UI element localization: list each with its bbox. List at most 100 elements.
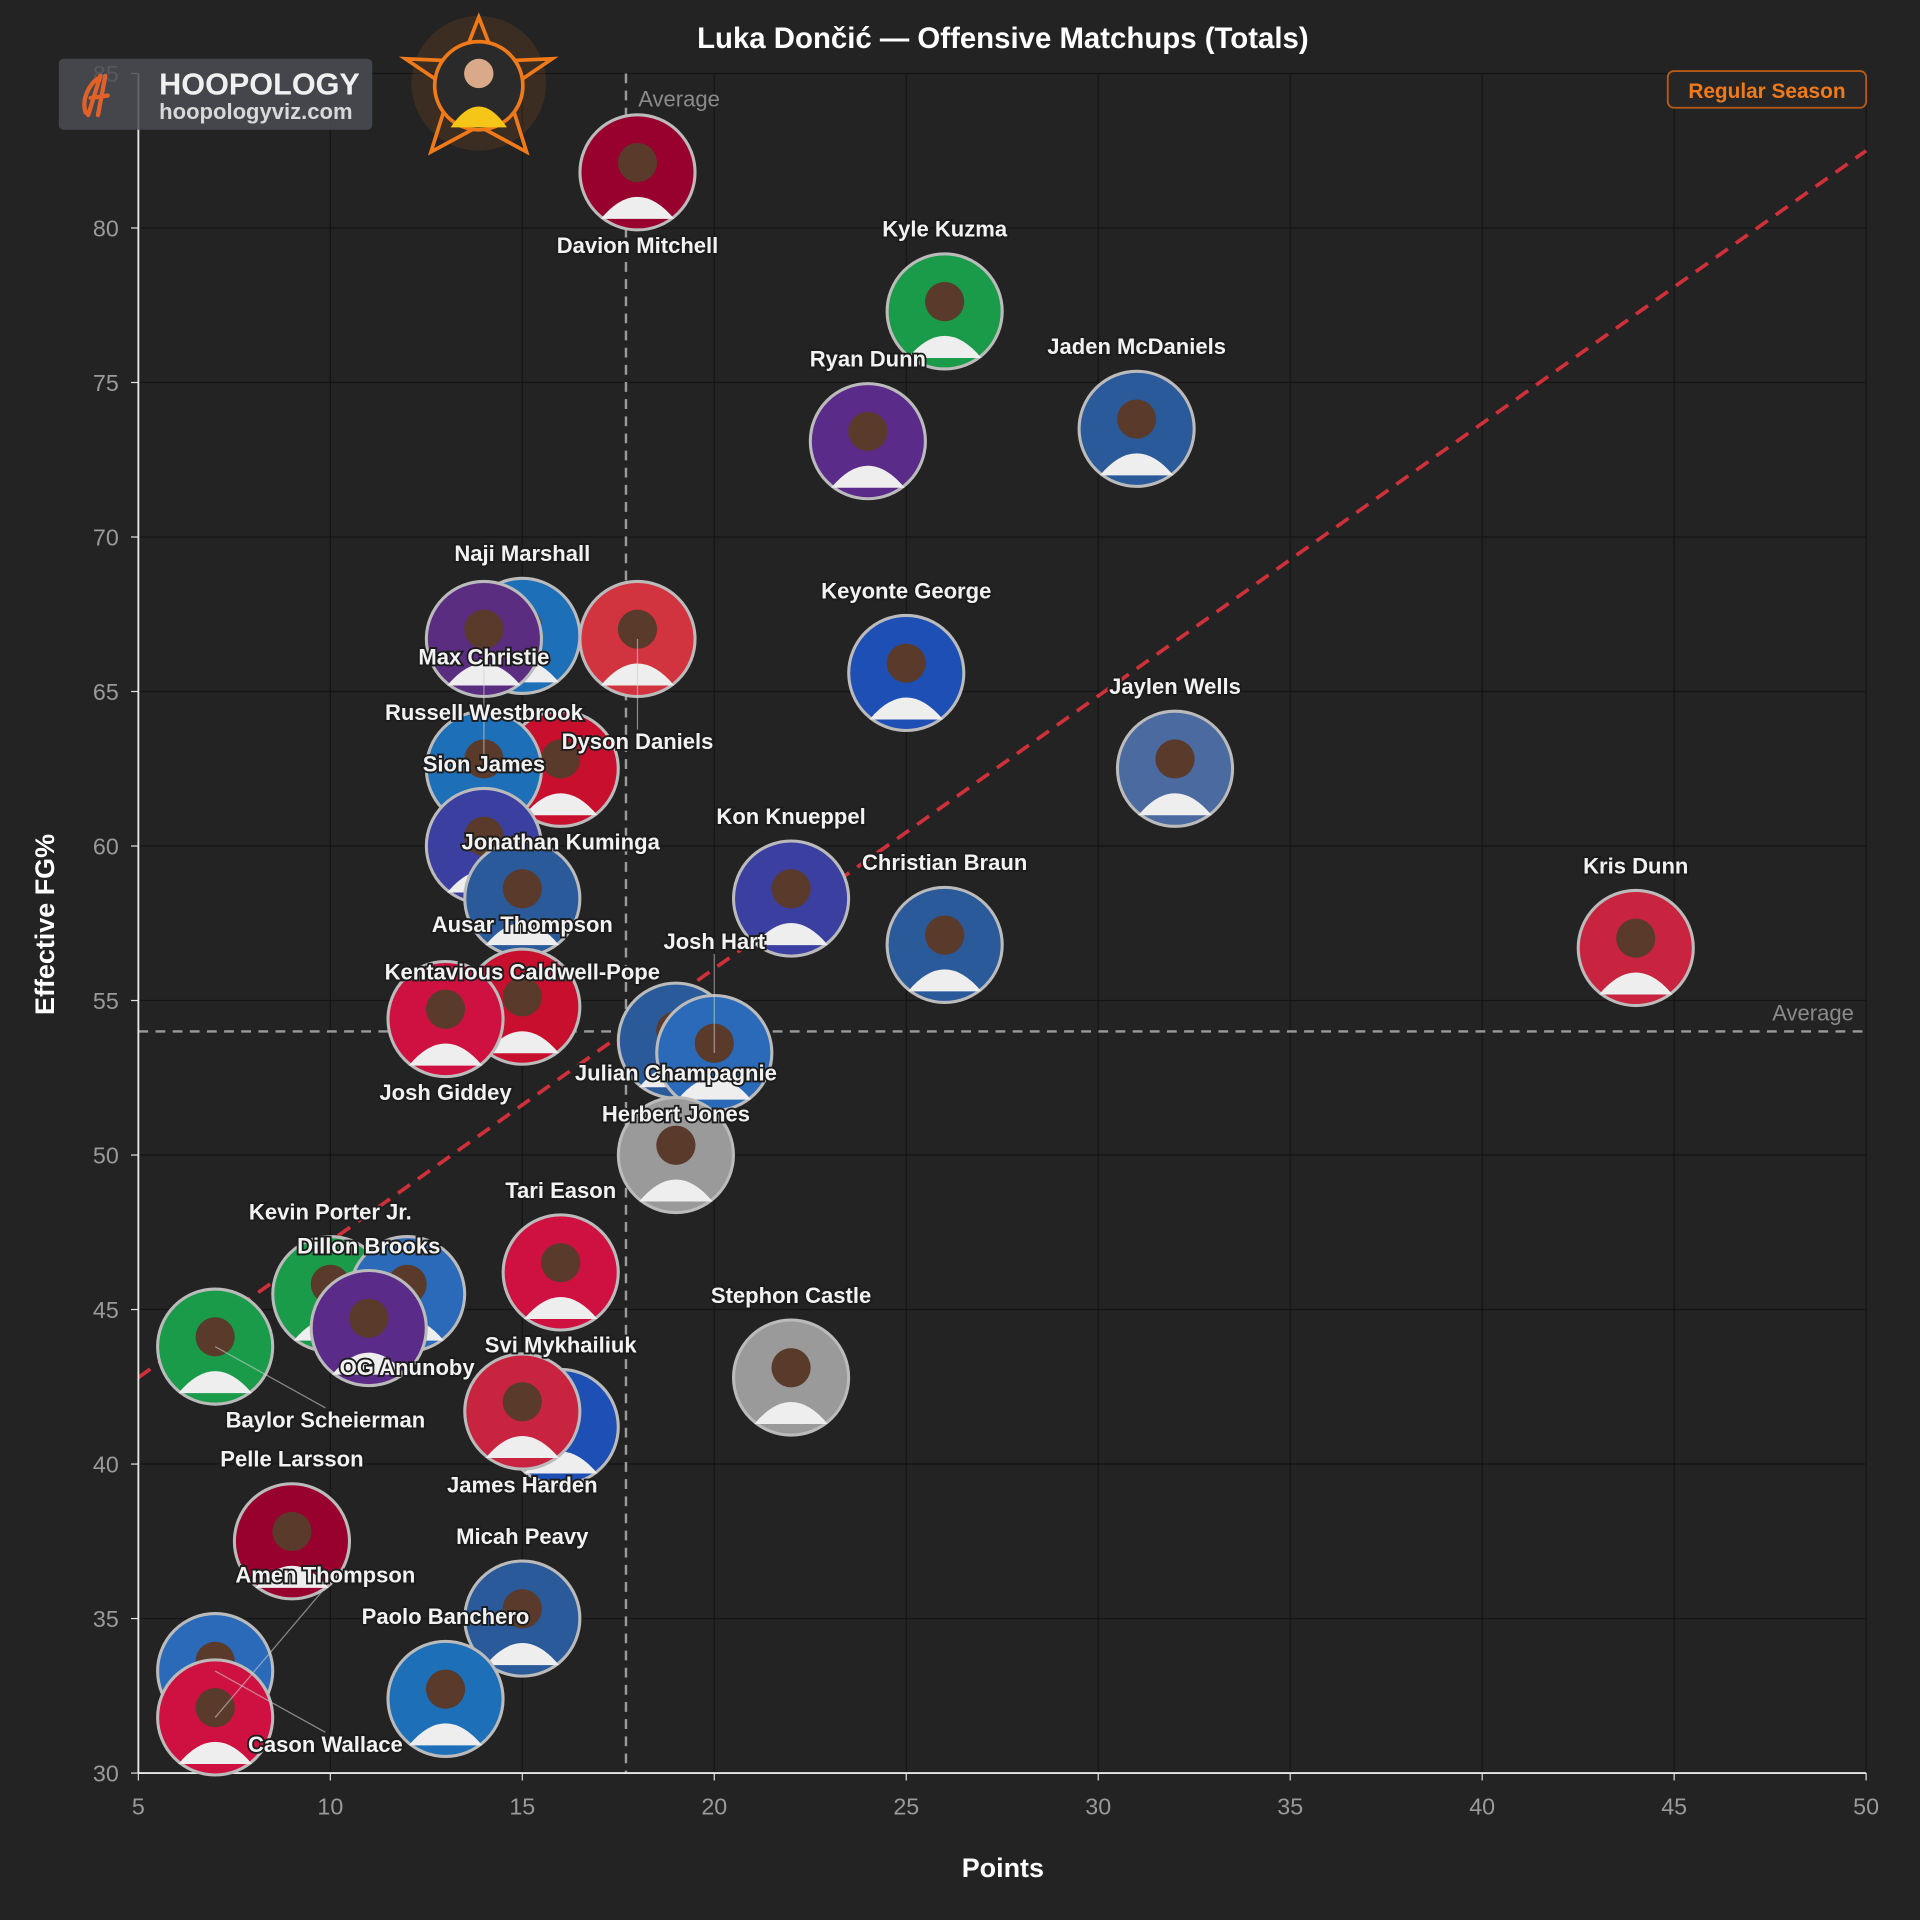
y-tick-label: 60 [93, 834, 119, 860]
player-label: Naji Marshall [454, 541, 590, 566]
player-jersey-icon [1099, 453, 1174, 476]
player-jersey-icon [831, 465, 905, 488]
x-tick-label: 35 [1277, 1794, 1303, 1820]
player-jersey-icon [178, 1371, 252, 1394]
player-label: Jaylen Wells [1109, 674, 1241, 699]
y-tick-label: 55 [93, 988, 119, 1014]
player-jersey-icon [907, 335, 982, 358]
point-labels: Davion Mitchell Kyle Kuzma Ryan Dunn Jaden … [214, 215, 1690, 1759]
player-label: Kevin Porter Jr. [249, 1199, 412, 1224]
player-point [847, 613, 966, 733]
player-jersey-icon [408, 1723, 483, 1746]
player-point [463, 1352, 582, 1471]
featured-player-jersey-icon [450, 106, 507, 128]
player-label: Dyson Daniels [562, 729, 714, 754]
points [156, 113, 1695, 1777]
y-tick-label: 30 [93, 1761, 119, 1787]
player-jersey-icon [754, 923, 828, 946]
label-leader-line [214, 1346, 326, 1409]
player-label: Julian Champagnie [575, 1060, 777, 1085]
logo-name: HOOPOLOGY [159, 67, 360, 101]
player-jersey-icon [907, 969, 982, 992]
player-point [1576, 888, 1695, 1008]
player-jersey-icon [1138, 793, 1212, 816]
player-point [808, 382, 927, 501]
player-head-icon [502, 869, 542, 909]
player-jersey-icon [523, 1296, 598, 1319]
player-label: OG Anunoby [340, 1355, 476, 1380]
y-tick-label: 80 [93, 216, 119, 242]
player-label: Ryan Dunn [810, 347, 926, 372]
player-label: Dillon Brooks [297, 1233, 440, 1258]
x-tick-label: 50 [1853, 1794, 1879, 1820]
player-point [232, 1482, 352, 1601]
player-point [501, 1213, 620, 1332]
label-leader-line [214, 1587, 326, 1718]
player-point [309, 1268, 428, 1388]
player-label: Jaden McDaniels [1047, 334, 1226, 359]
player-label: Ausar Thompson [432, 912, 613, 937]
x-tick-label: 10 [317, 1794, 343, 1820]
player-label: Russell Westbrook [385, 700, 584, 725]
player-head-icon [617, 142, 658, 183]
logo-site: hoopologyviz.com [159, 99, 352, 124]
player-head-icon [502, 1589, 542, 1629]
player-head-icon [464, 609, 504, 649]
player-jersey-icon [332, 1352, 406, 1375]
player-jersey-icon [1599, 972, 1673, 995]
player-point [655, 993, 774, 1113]
logo-mark-icon [82, 73, 110, 118]
player-head-icon [771, 1348, 811, 1388]
average-x-label: Average [638, 87, 720, 112]
y-tick-label: 40 [93, 1452, 119, 1478]
player-head-icon [425, 1669, 466, 1709]
player-head-icon [502, 977, 542, 1017]
player-label: James Harden [447, 1472, 598, 1497]
x-tick-label: 25 [893, 1794, 919, 1820]
player-label: Micah Peavy [456, 1524, 589, 1549]
player-point [1077, 369, 1196, 488]
y-tick-label: 45 [93, 1297, 119, 1323]
average-y-label: Average [1772, 1000, 1854, 1025]
label-leader-line [214, 1670, 326, 1733]
featured-player-head-icon [464, 58, 494, 89]
player-head-icon [617, 609, 658, 649]
y-tick-label: 70 [93, 525, 119, 551]
player-jersey-icon [639, 1179, 713, 1202]
player-label: Tari Eason [505, 1178, 616, 1203]
player-jersey-icon [178, 1741, 252, 1764]
player-head-icon [886, 643, 926, 683]
player-label: Amen Thompson [235, 1563, 415, 1588]
player-point [1115, 709, 1235, 828]
player-head-icon [1117, 399, 1157, 439]
season-badge-label: Regular Season [1688, 80, 1845, 103]
player-head-icon [771, 869, 811, 909]
player-label: Svi Mykhailiuk [485, 1332, 638, 1357]
player-label: Kentavious Caldwell-Pope [385, 959, 660, 984]
season-badge[interactable]: Regular Season [1666, 70, 1868, 109]
player-head-icon [925, 915, 965, 955]
player-label: Max Christie [418, 645, 549, 670]
player-head-icon [848, 411, 888, 451]
x-axis-label: Points [962, 1853, 1044, 1883]
x-tick-label: 15 [509, 1794, 535, 1820]
player-point [731, 1318, 851, 1437]
player-jersey-icon [523, 793, 598, 816]
player-label: Kris Dunn [1583, 853, 1688, 878]
player-head-icon [656, 1125, 696, 1165]
player-jersey-icon [600, 196, 675, 219]
player-jersey-icon [869, 697, 943, 720]
player-jersey-icon [754, 1402, 828, 1425]
logo-background [58, 58, 373, 130]
player-label: Baylor Scheierman [226, 1407, 426, 1432]
y-tick-label: 65 [93, 679, 119, 705]
player-jersey-icon [485, 1436, 560, 1459]
player-jersey-icon [408, 1043, 483, 1066]
player-jersey-icon [255, 1565, 329, 1588]
player-point [885, 252, 1004, 371]
player-point [885, 885, 1004, 1004]
player-label: Davion Mitchell [557, 233, 719, 258]
y-axis-label: Effective FG% [30, 834, 60, 1015]
player-label: Kyle Kuzma [882, 217, 1008, 242]
player-point [386, 959, 505, 1079]
